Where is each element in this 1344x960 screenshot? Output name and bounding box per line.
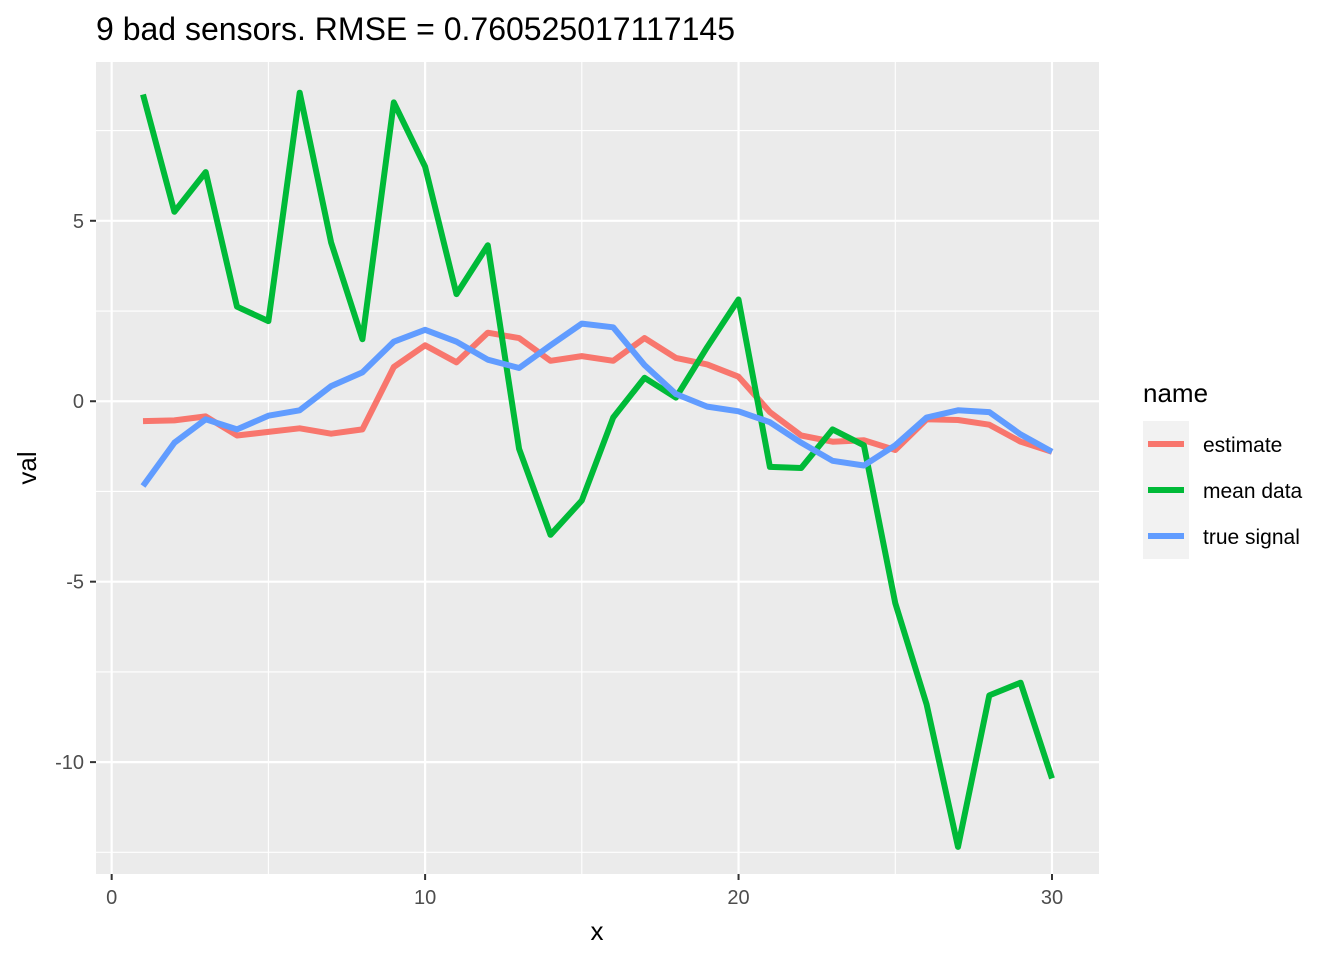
series-line-estimate <box>142 329 1053 455</box>
x-tick-label: 30 <box>1041 887 1063 909</box>
minor-gridlines <box>96 62 1099 874</box>
plot-panel <box>96 62 1099 874</box>
x-tick-label: 10 <box>414 887 436 909</box>
x-axis: 0 10 20 30 <box>106 874 1063 909</box>
x-axis-title: x <box>591 916 604 946</box>
legend-label-mean-data: mean data <box>1203 480 1303 503</box>
y-axis: 5 0 -5 -10 <box>55 211 96 774</box>
legend-label-true-signal: true signal <box>1203 526 1300 549</box>
legend: name estimate mean data true signal <box>1143 378 1303 559</box>
series-line-mean-data <box>140 89 1055 850</box>
y-tick-label: -5 <box>66 572 84 594</box>
y-axis-title: val <box>12 451 42 484</box>
series-lines <box>140 89 1055 850</box>
chart-title: 9 bad sensors. RMSE = 0.760525017117145 <box>96 11 735 47</box>
legend-label-estimate: estimate <box>1203 434 1282 457</box>
y-tick-label: -10 <box>55 752 84 774</box>
x-tick-label: 20 <box>727 887 749 909</box>
major-gridlines <box>96 62 1099 874</box>
series-line-true-signal <box>140 320 1054 488</box>
x-tick-label: 0 <box>106 887 117 909</box>
y-tick-label: 5 <box>73 211 84 233</box>
legend-title: name <box>1143 378 1208 408</box>
y-tick-label: 0 <box>73 391 84 413</box>
